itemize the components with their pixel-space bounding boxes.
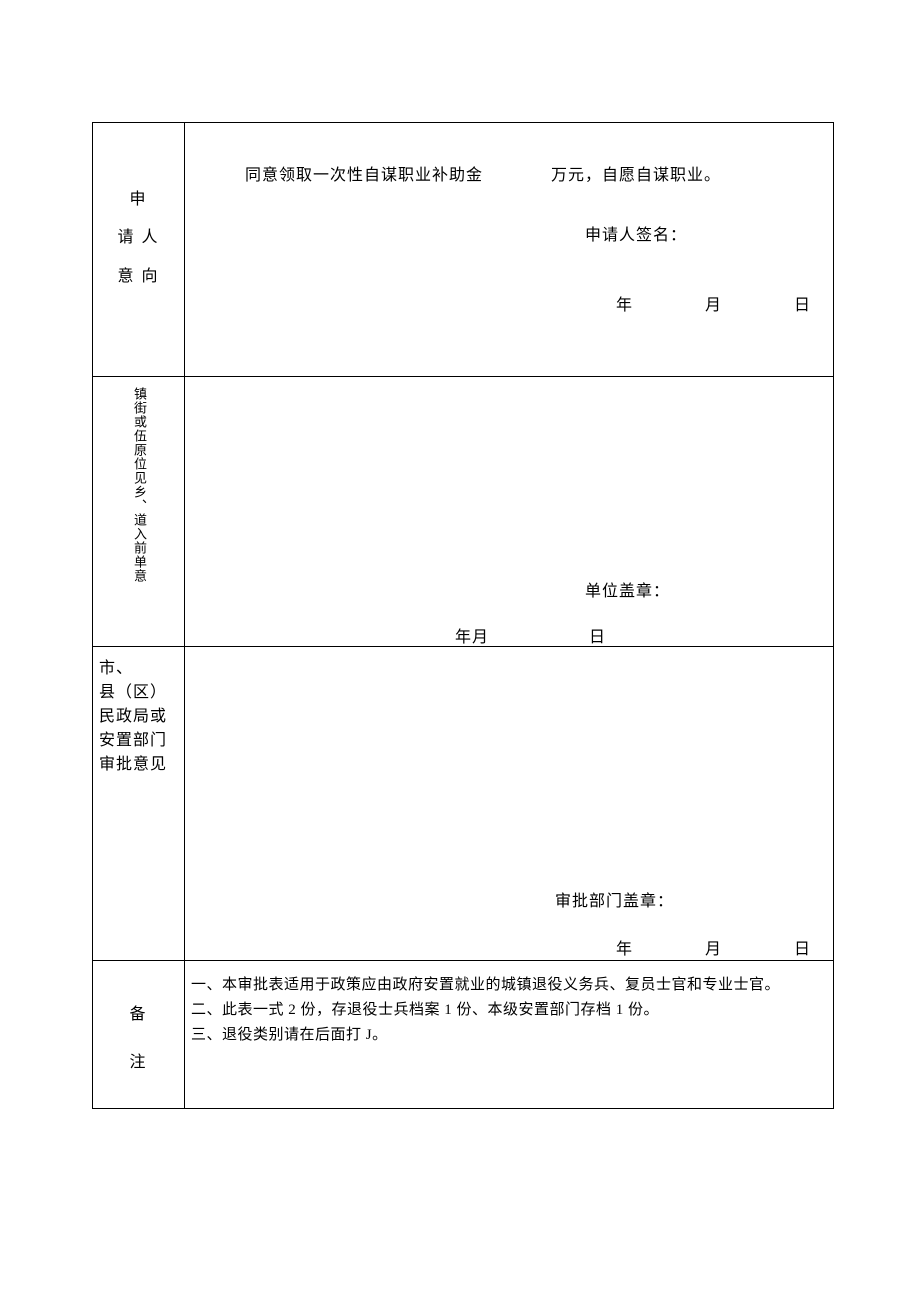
date-day-label: 日 bbox=[794, 941, 811, 958]
agree-text: 同意领取一次性自谋职业补助金 万元，自愿自谋职业。 bbox=[245, 161, 721, 185]
unit-date: 年月 日 bbox=[455, 623, 606, 647]
label-approval-opinion: 市、 县（区） 民政局或 安置部门 审批意见 bbox=[93, 647, 185, 961]
date-month-label: 月 bbox=[705, 941, 722, 958]
row-approval-opinion: 市、 县（区） 民政局或 安置部门 审批意见 审批部门盖章： 年 月 日 bbox=[93, 647, 834, 961]
label-line: 注 bbox=[94, 1039, 183, 1087]
remark-line: 二、此表一式 2 份，存退役士兵档案 1 份、本级安置部门存档 1 份。 bbox=[191, 998, 823, 1023]
content-unit-opinion: 单位盖章： 年月 日 bbox=[185, 377, 834, 647]
label-line: 请 人 bbox=[94, 219, 183, 257]
label-line: 审批意见 bbox=[99, 753, 184, 777]
approval-stamp-label: 审批部门盖章： bbox=[555, 887, 674, 911]
date-day-label: 日 bbox=[589, 629, 606, 646]
content-approval-opinion: 审批部门盖章： 年 月 日 bbox=[185, 647, 834, 961]
label-remarks: 备 注 bbox=[93, 961, 185, 1109]
row-remarks: 备 注 一、本审批表适用于政策应由政府安置就业的城镇退役义务兵、复员士官和专业士… bbox=[93, 961, 834, 1109]
date-year-label: 年 bbox=[616, 291, 633, 315]
date-ym-label: 年月 bbox=[455, 629, 489, 646]
approval-table: 申 请 人 意 向 同意领取一次性自谋职业补助金 万元，自愿自谋职业。 申请人签… bbox=[92, 122, 834, 1109]
approval-date: 年 月 日 bbox=[616, 935, 811, 959]
label-unit-opinion: 镇街或伍原位见乡、道入前单意 bbox=[93, 377, 185, 647]
agree-before: 同意领取一次性自谋职业补助金 bbox=[245, 167, 483, 184]
applicant-sign-label: 申请人签名： bbox=[585, 221, 687, 245]
form-page: 申 请 人 意 向 同意领取一次性自谋职业补助金 万元，自愿自谋职业。 申请人签… bbox=[0, 0, 920, 1109]
label-line: 申 bbox=[94, 181, 183, 219]
date-month-label: 月 bbox=[705, 291, 722, 315]
content-remarks: 一、本审批表适用于政策应由政府安置就业的城镇退役义务兵、复员士官和专业士官。 二… bbox=[185, 961, 834, 1109]
label-line: 民政局或 bbox=[99, 705, 184, 729]
remark-line: 三、退役类别请在后面打 J。 bbox=[191, 1023, 823, 1048]
date-day-label: 日 bbox=[794, 291, 811, 315]
label-line: 县（区） bbox=[99, 681, 184, 705]
agree-after: 万元，自愿自谋职业。 bbox=[551, 167, 721, 184]
content-applicant-intent: 同意领取一次性自谋职业补助金 万元，自愿自谋职业。 申请人签名： 年 月 日 bbox=[185, 123, 834, 377]
vertical-col: 镇街或伍原位见乡、道入前单意 bbox=[131, 387, 146, 583]
applicant-date: 年 月 日 bbox=[616, 291, 811, 315]
label-line: 备 bbox=[94, 991, 183, 1039]
label-line: 意 向 bbox=[94, 258, 183, 296]
label-line: 市、 bbox=[99, 657, 184, 681]
row-unit-opinion: 镇街或伍原位见乡、道入前单意 单位盖章： 年月 日 bbox=[93, 377, 834, 647]
label-line: 安置部门 bbox=[99, 729, 184, 753]
label-applicant-intent: 申 请 人 意 向 bbox=[93, 123, 185, 377]
row-applicant-intent: 申 请 人 意 向 同意领取一次性自谋职业补助金 万元，自愿自谋职业。 申请人签… bbox=[93, 123, 834, 377]
vertical-label-wrap: 镇街或伍原位见乡、道入前单意 bbox=[93, 387, 184, 646]
remark-line: 一、本审批表适用于政策应由政府安置就业的城镇退役义务兵、复员士官和专业士官。 bbox=[191, 973, 823, 998]
unit-stamp-label: 单位盖章： bbox=[585, 577, 670, 601]
date-year-label: 年 bbox=[616, 941, 633, 958]
